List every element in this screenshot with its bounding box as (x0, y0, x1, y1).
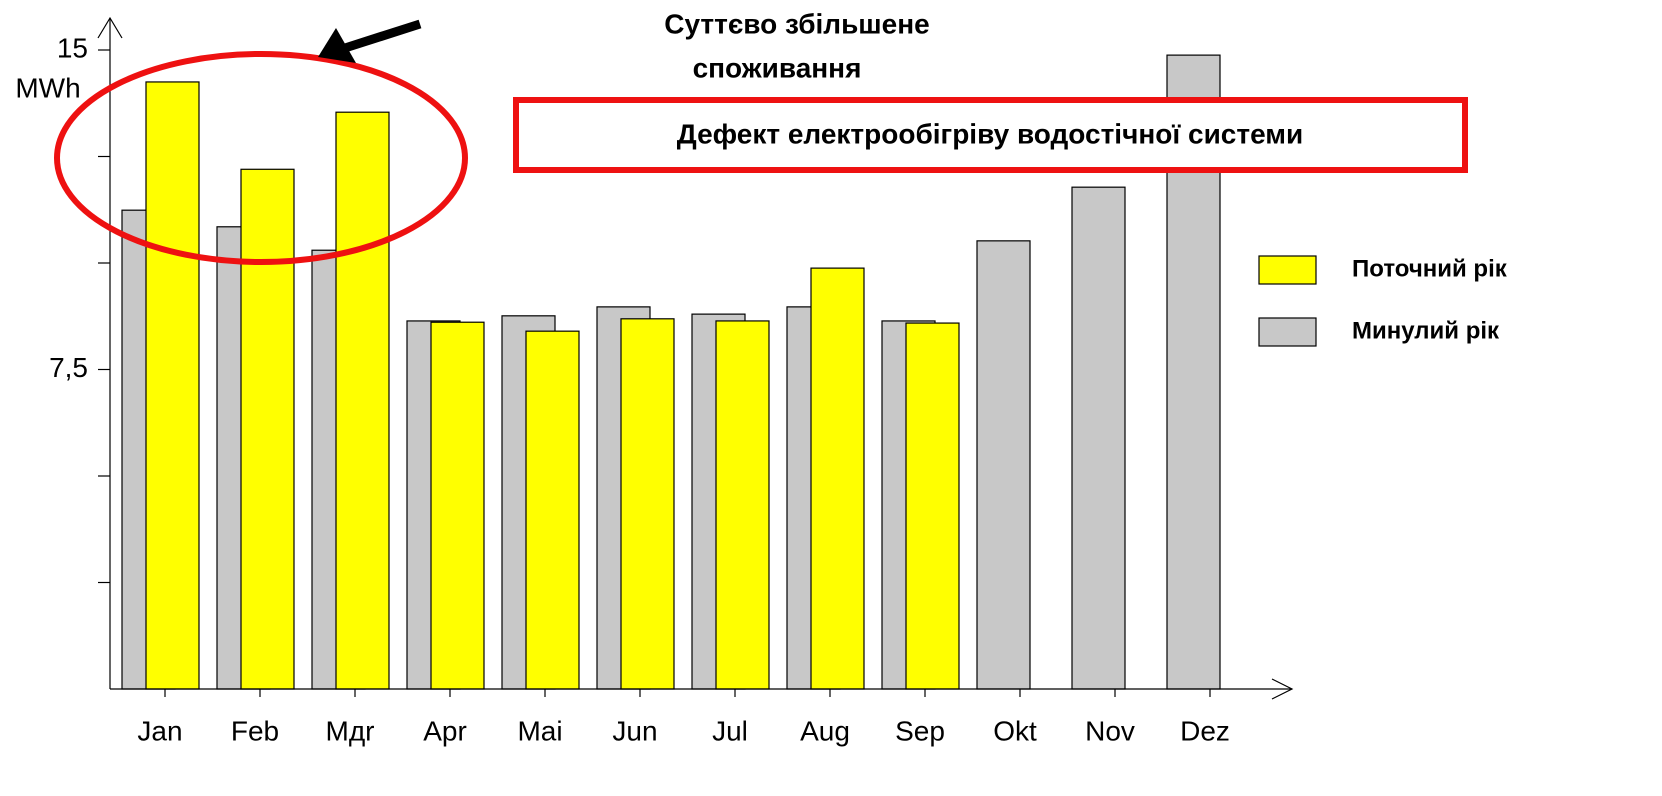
bar (145, 81, 200, 690)
legend-label: Поточний рік (1352, 255, 1508, 282)
x-tick-label: Sep (895, 715, 945, 746)
legend-label: Минулий рік (1352, 317, 1500, 344)
x-tick-label: Okt (993, 715, 1037, 746)
highlight-ellipse (54, 51, 468, 265)
bar (620, 318, 675, 690)
legend-swatch (1258, 317, 1317, 347)
y-tick-label: 15 (57, 32, 88, 63)
highlight-note: Суттєво збільшене (664, 8, 929, 39)
arrow-shaft (343, 19, 422, 53)
y-tick-label: 7,5 (49, 352, 88, 383)
x-tick-label: Apr (423, 715, 467, 746)
bar (1071, 186, 1126, 690)
x-tick-label: Mдr (326, 715, 375, 746)
defect-box (513, 97, 1468, 173)
bar (335, 111, 390, 690)
bar (240, 168, 295, 690)
x-axis-arrow (1271, 678, 1294, 700)
x-tick-label: Jan (137, 715, 182, 746)
x-tick-label: Mai (517, 715, 562, 746)
bar (430, 321, 485, 690)
x-tick-label: Jul (712, 715, 748, 746)
highlight-note: споживання (693, 52, 862, 83)
x-tick-label: Dez (1180, 715, 1230, 746)
y-axis-arrow (97, 16, 123, 39)
bar (715, 320, 770, 690)
legend-swatch (1258, 255, 1317, 285)
bar (810, 267, 865, 690)
bar (525, 330, 580, 690)
bar (905, 322, 960, 690)
x-tick-label: Feb (231, 715, 279, 746)
x-tick-label: Nov (1085, 715, 1135, 746)
x-tick-label: Aug (800, 715, 850, 746)
defect-note: Дефект електрообігріву водостічної систе… (677, 118, 1303, 149)
x-tick-label: Jun (612, 715, 657, 746)
arrow-head (318, 28, 356, 63)
bar (976, 240, 1031, 690)
y-axis-label: MWh (15, 72, 80, 103)
